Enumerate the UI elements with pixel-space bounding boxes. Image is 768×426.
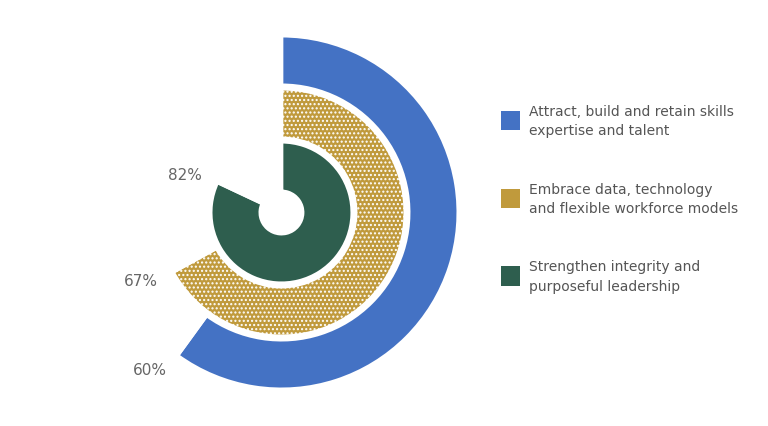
Text: Strengthen integrity and
purposeful leadership: Strengthen integrity and purposeful lead… [529, 260, 700, 293]
Wedge shape [210, 142, 353, 284]
Text: 82%: 82% [167, 168, 201, 183]
Bar [501, 112, 520, 131]
Text: Embrace data, technology
and flexible workforce models: Embrace data, technology and flexible wo… [529, 182, 738, 216]
Wedge shape [157, 89, 281, 273]
Wedge shape [104, 37, 281, 356]
Text: 67%: 67% [124, 273, 157, 288]
Text: 60%: 60% [133, 363, 167, 377]
Wedge shape [177, 37, 458, 389]
Wedge shape [217, 142, 281, 204]
Wedge shape [173, 89, 406, 337]
Bar [501, 267, 520, 286]
Bar [501, 189, 520, 209]
Text: Attract, build and retain skills
expertise and talent: Attract, build and retain skills experti… [529, 105, 733, 138]
